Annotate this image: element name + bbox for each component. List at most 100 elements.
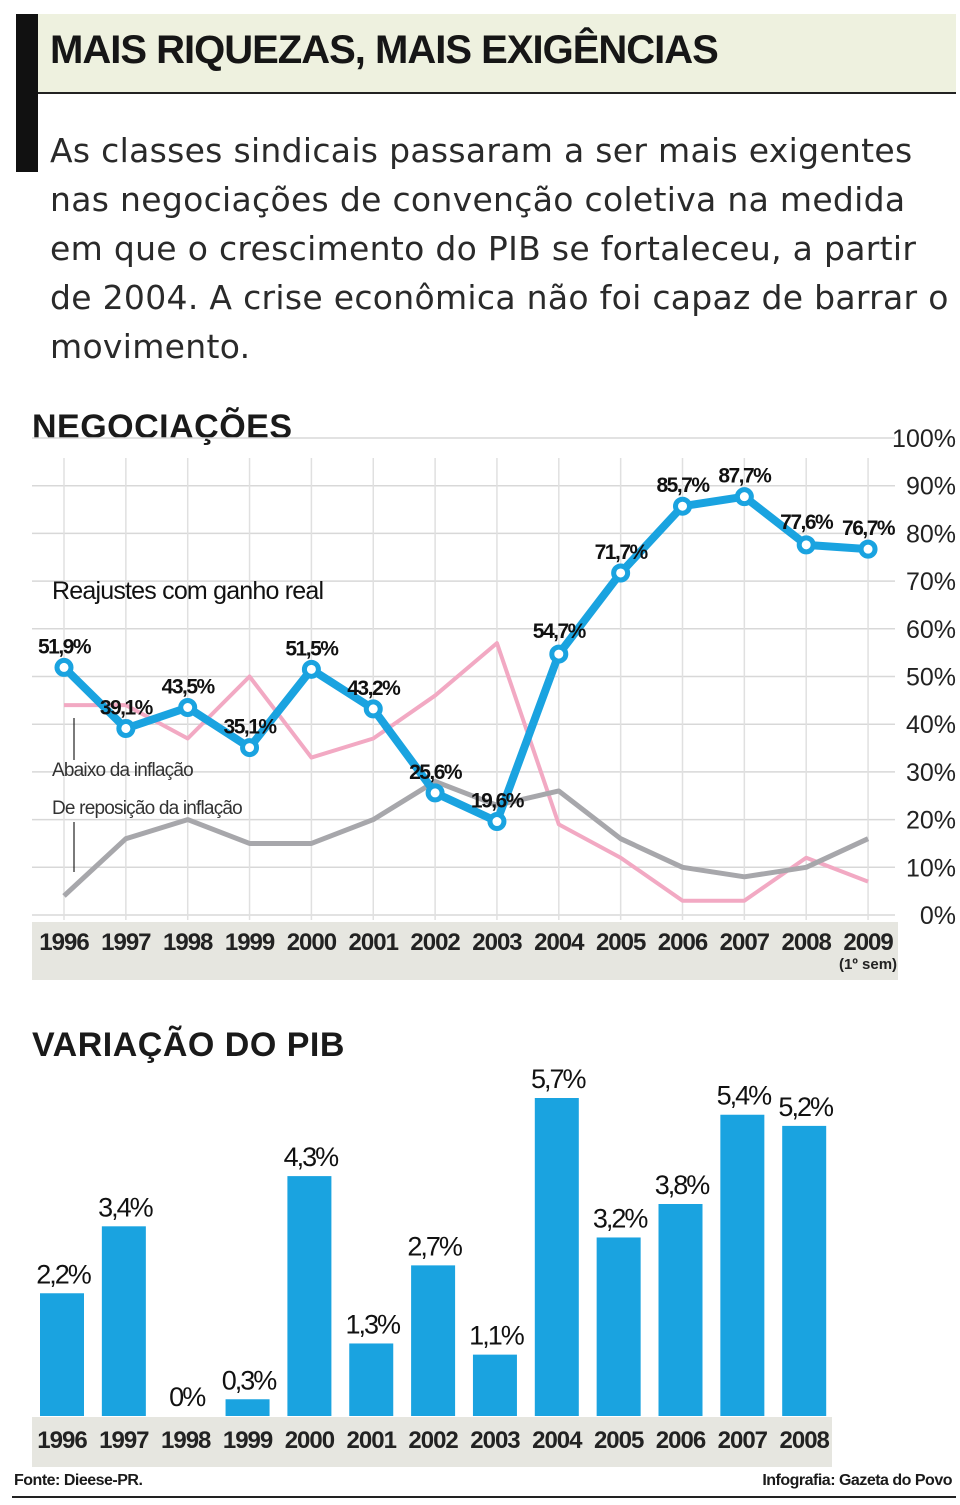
y-tick-label: 40% [906, 711, 956, 739]
bar [411, 1265, 456, 1416]
bar-label: 2,7% [407, 1231, 463, 1261]
x-tick-label: 2001 [347, 1427, 397, 1454]
y-tick-label: 100% [892, 425, 956, 453]
data-point [240, 738, 260, 758]
data-point [54, 657, 74, 677]
x-tick-label: 2001 [349, 929, 399, 956]
y-tick-label: 90% [906, 473, 956, 501]
x-tick-label: 2003 [470, 1427, 520, 1454]
data-point [858, 539, 878, 559]
data-point [301, 659, 321, 679]
data-label: 85,7% [656, 474, 710, 497]
bar [596, 1237, 641, 1416]
bar-label: 3,4% [98, 1192, 154, 1222]
x-tick-label: 2005 [594, 1427, 644, 1454]
title-box: MAIS RIQUEZAS, MAIS EXIGÊNCIAS [38, 14, 956, 94]
x-tick-label: 2002 [410, 929, 460, 956]
series-label-inflation-replacement: De reposição da inflação [52, 798, 242, 819]
x-axis-band [32, 1417, 832, 1467]
bar-label: 4,3% [284, 1142, 340, 1172]
page-title: MAIS RIQUEZAS, MAIS EXIGÊNCIAS [50, 28, 719, 72]
y-tick-label: 20% [906, 807, 956, 835]
series-line-real-gain [60, 492, 873, 826]
x-tick-label: 2006 [658, 929, 708, 956]
bar-label: 0% [169, 1382, 206, 1412]
x-tick-label: 1997 [101, 929, 151, 956]
data-point [796, 535, 816, 555]
x-tick-note: (1º sem) [839, 956, 897, 973]
data-point [734, 487, 754, 507]
bar-label: 2,2% [36, 1259, 92, 1289]
series-label-real-gain: Reajustes com ganho real [52, 577, 323, 605]
x-axis-band [32, 922, 898, 980]
bar-label: 0,3% [222, 1365, 278, 1395]
data-label: 35,1% [224, 716, 278, 739]
y-tick-label: 80% [906, 520, 956, 548]
bar-label: 5,7% [531, 1064, 587, 1094]
x-tick-label: 2007 [718, 1427, 768, 1454]
y-tick-label: 30% [906, 759, 956, 787]
series-label-below-inflation: Abaixo da inflação [52, 760, 193, 781]
x-tick-label: 2008 [780, 1427, 830, 1454]
y-tick-label: 10% [906, 854, 956, 882]
title-accent-bar [16, 14, 38, 172]
data-point [116, 718, 136, 738]
data-label: 76,7% [842, 517, 896, 540]
bar-label: 1,1% [469, 1321, 525, 1351]
x-tick-label: 1999 [223, 1427, 273, 1454]
data-label: 25,6% [409, 761, 463, 784]
data-point [178, 698, 198, 718]
x-tick-label: 2002 [408, 1427, 458, 1454]
x-tick-label: 1996 [39, 929, 89, 956]
series-line-below-inflation [64, 641, 869, 903]
credit-note: Infografia: Gazeta do Povo [762, 1472, 952, 1489]
x-tick-label: 1996 [37, 1427, 87, 1454]
source-note: Fonte: Dieese-PR. [14, 1472, 143, 1489]
data-label: 51,9% [38, 635, 92, 658]
intro-text: As classes sindicais passaram a ser mais… [50, 131, 949, 366]
bar [534, 1098, 579, 1416]
x-tick-label: 1998 [163, 929, 213, 956]
data-label: 71,7% [595, 541, 649, 564]
y-tick-label: 0% [920, 902, 956, 930]
data-label: 77,6% [780, 511, 834, 534]
bar [349, 1343, 394, 1416]
x-tick-label: 1998 [161, 1427, 211, 1454]
bar-label: 5,4% [717, 1081, 773, 1111]
x-tick-label: 2009 [843, 929, 893, 956]
data-label: 54,7% [533, 620, 587, 643]
bar-label: 1,3% [345, 1309, 401, 1339]
data-point [425, 783, 445, 803]
bar [287, 1176, 332, 1416]
x-tick-label: 2003 [472, 929, 522, 956]
data-label: 51,5% [285, 637, 339, 660]
bar-label: 3,8% [655, 1170, 711, 1200]
bar [782, 1125, 827, 1416]
x-tick-label: 1997 [99, 1427, 149, 1454]
data-point [673, 496, 692, 516]
bar-chart-title: VARIAÇÃO DO PIB [32, 1026, 345, 1064]
bar [40, 1293, 84, 1416]
x-tick-label: 2006 [656, 1427, 706, 1454]
data-label: 43,2% [347, 677, 401, 700]
x-tick-label: 2000 [287, 929, 337, 956]
data-point [549, 644, 569, 664]
bar [101, 1226, 146, 1416]
data-label: 43,5% [162, 676, 216, 699]
bar [658, 1204, 703, 1416]
bar [472, 1354, 517, 1416]
data-label: 19,6% [471, 790, 525, 813]
bar [225, 1399, 270, 1416]
x-tick-label: 2005 [596, 929, 646, 956]
data-point [363, 699, 383, 719]
series-line-inflation-replacement [62, 778, 870, 898]
x-tick-label: 1999 [225, 929, 275, 956]
data-label: 39,1% [100, 696, 154, 719]
x-tick-label: 2008 [782, 929, 832, 956]
line-chart-title: NEGOCIAÇÕES [32, 408, 293, 446]
bar-label: 3,2% [593, 1203, 649, 1233]
footer-divider [12, 1496, 956, 1498]
data-point [487, 812, 507, 832]
x-tick-label: 2004 [534, 929, 585, 956]
bar [720, 1114, 765, 1416]
